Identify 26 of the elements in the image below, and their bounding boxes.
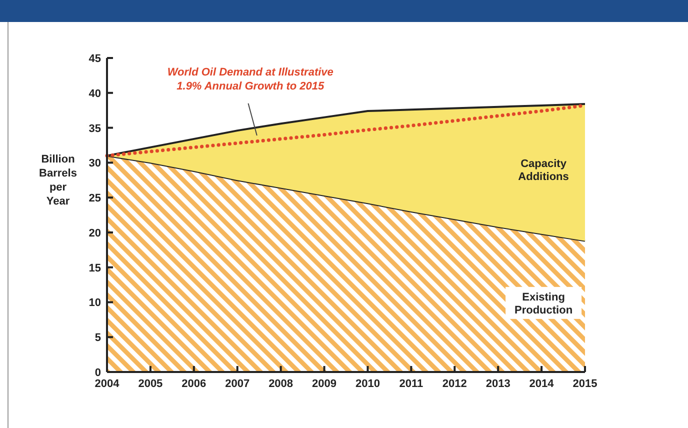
x-tick-label: 2009 — [312, 378, 337, 390]
y-tick-label: 5 — [94, 332, 101, 344]
series-label: Capacity Additions — [518, 158, 569, 184]
x-tick-label: 2010 — [355, 378, 380, 390]
x-tick-label: 2005 — [138, 378, 163, 390]
x-tick-label: 2011 — [399, 378, 424, 390]
x-tick-label: 2006 — [182, 378, 206, 390]
x-tick-label: 2014 — [529, 378, 555, 390]
y-tick-label: 15 — [88, 262, 101, 274]
x-tick-label: 2007 — [225, 378, 250, 390]
y-tick-label: 40 — [88, 88, 101, 100]
y-axis-title: Billion Barrels per Year — [39, 154, 77, 208]
x-tick-label: 2013 — [486, 378, 510, 390]
y-tick-label: 20 — [88, 227, 101, 240]
series-label: Existing Production — [514, 291, 573, 316]
y-tick-label: 45 — [88, 53, 101, 65]
x-tick-label: 2004 — [94, 378, 120, 390]
y-tick-label: 25 — [88, 192, 101, 205]
text: World Oil Demand at Illustrative 1.9% Annual Growth to 2015 — [167, 66, 334, 92]
y-tick-label: 10 — [88, 297, 101, 310]
x-tick-label: 2008 — [268, 378, 294, 390]
y-tick-label: 30 — [88, 158, 101, 170]
x-tick-label: 2012 — [442, 378, 467, 390]
y-tick-label: 35 — [88, 122, 101, 135]
y-tick-label: 0 — [94, 367, 101, 379]
x-tick-label: 2015 — [572, 378, 598, 390]
